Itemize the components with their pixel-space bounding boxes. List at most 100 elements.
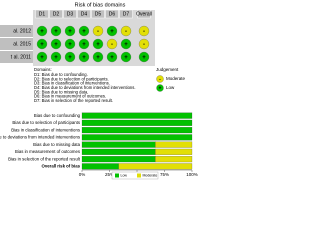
y-tick-label: Bias due to deviations from intended int… (0, 135, 80, 140)
legend-label: Moderate (166, 76, 186, 81)
judgement-symbol: + (124, 55, 128, 61)
column-cell (49, 9, 63, 19)
domain-text: D1: Bias due to confounding. (34, 72, 88, 77)
column-cell (119, 9, 133, 19)
judgement-dot (92, 25, 104, 37)
judgement-dot (106, 51, 118, 63)
column-label: D3 (67, 12, 74, 18)
domain-text: D5: Bias due to missing data. (34, 89, 88, 94)
bar-segment (81, 163, 119, 170)
judgement-dot (64, 51, 76, 63)
domains-title: Domains: (34, 67, 52, 72)
judgement-symbol: + (68, 55, 72, 61)
legend-label: Low (121, 174, 128, 178)
column-label: D6 (109, 12, 116, 18)
y-tick-label: Overall risk of bias (42, 164, 81, 169)
domain-text: D2: Bias due to selection of participant… (34, 76, 109, 81)
bar-segment (155, 148, 193, 155)
study-label-bg (0, 38, 33, 50)
study-label: t al. 2011 (11, 55, 31, 61)
bar-segment (155, 141, 193, 148)
column-label: D1 (39, 12, 46, 18)
legend-label: Moderate (143, 174, 158, 178)
judgement-title: Judgement (156, 67, 179, 72)
y-tick-label: Bias in selection of the reported result (8, 156, 81, 161)
column-cell (137, 9, 151, 19)
judgement-symbol: - (97, 29, 99, 35)
judgement-symbol: + (82, 42, 86, 48)
x-tick-label: 75% (160, 172, 169, 177)
column-label: D5 (95, 12, 102, 18)
domain-text: D7: Bias in selection of the reported re… (34, 98, 113, 103)
judgement-dot (106, 25, 118, 37)
judgement-symbol: + (124, 42, 128, 48)
column-cell (105, 9, 119, 19)
y-tick-label: Bias due to selection of participants (12, 120, 80, 125)
legend-symbol: - (159, 77, 161, 83)
column-label: D4 (81, 12, 88, 18)
judgement-dot (92, 51, 104, 63)
judgement-symbol: + (40, 55, 44, 61)
bar-segment (81, 148, 156, 155)
study-label: al. 2012 (13, 29, 31, 35)
judgement-dot (50, 25, 62, 37)
judgement-symbol: + (40, 42, 44, 48)
judgement-symbol: + (68, 29, 72, 35)
legend-dot (156, 84, 164, 92)
judgement-symbol: + (82, 55, 86, 61)
judgement-symbol: - (143, 42, 145, 48)
bar-segment (81, 112, 193, 119)
column-cell (63, 9, 77, 19)
judgement-symbol: - (125, 29, 127, 35)
y-tick-label: Bias due to confounding (34, 113, 81, 118)
column-label: D2 (53, 12, 60, 18)
judgement-dot (138, 51, 150, 63)
judgement-dot (78, 25, 90, 37)
judgement-dot (64, 25, 76, 37)
judgement-symbol: + (54, 55, 58, 61)
bar-segment (118, 163, 193, 170)
judgement-symbol: + (68, 42, 72, 48)
study-label-bg (0, 51, 33, 63)
bar-segment (81, 156, 156, 163)
domain-text: D4: Bias due to deviations from intended… (34, 85, 136, 90)
bar-segment (81, 141, 156, 148)
x-tick-label: 25% (105, 172, 114, 177)
study-label: al. 2015 (13, 42, 31, 48)
judgement-symbol: - (143, 29, 145, 35)
legend-swatch (137, 173, 141, 178)
judgement-symbol: + (54, 29, 58, 35)
judgement-dot (120, 25, 132, 37)
judgement-symbol: - (111, 42, 113, 48)
judgement-dot (50, 51, 62, 63)
judgement-symbol: + (40, 29, 44, 35)
judgement-symbol: + (110, 29, 114, 35)
column-cell (77, 9, 91, 19)
bar-segment (81, 134, 193, 141)
judgement-symbol: + (96, 42, 100, 48)
legend-swatch (115, 173, 119, 178)
x-tick-label: 0% (79, 172, 86, 177)
figure: Risk of bias domains D1 D2 D3 D4 D5 D6 D7 Overa… (0, 2, 198, 180)
y-tick-label: Bias in measurement of outcomes (15, 149, 80, 154)
column-cell (91, 9, 105, 19)
study-label-bg (0, 25, 33, 37)
bar-segment (155, 156, 193, 163)
column-cell (35, 9, 49, 19)
judgement-symbol: + (96, 55, 100, 61)
judgement-symbol: + (54, 42, 58, 48)
column-label: Overall (136, 12, 152, 18)
judgement-dot (106, 38, 118, 50)
bar-segment (81, 127, 193, 134)
domain-text: D6: Bias in measurement of outcomes. (34, 94, 106, 99)
domain-text: D3: Bias in classification of interventi… (34, 81, 110, 86)
judgement-dot (50, 38, 62, 50)
column-label: D7 (123, 12, 130, 18)
judgement-symbol: + (110, 55, 114, 61)
legend-label: Low (166, 85, 175, 90)
legend-symbol: + (159, 86, 162, 92)
judgement-dot (120, 38, 132, 50)
judgement-dot (92, 38, 104, 50)
judgement-dot (138, 25, 150, 37)
judgement-dot (120, 51, 132, 63)
